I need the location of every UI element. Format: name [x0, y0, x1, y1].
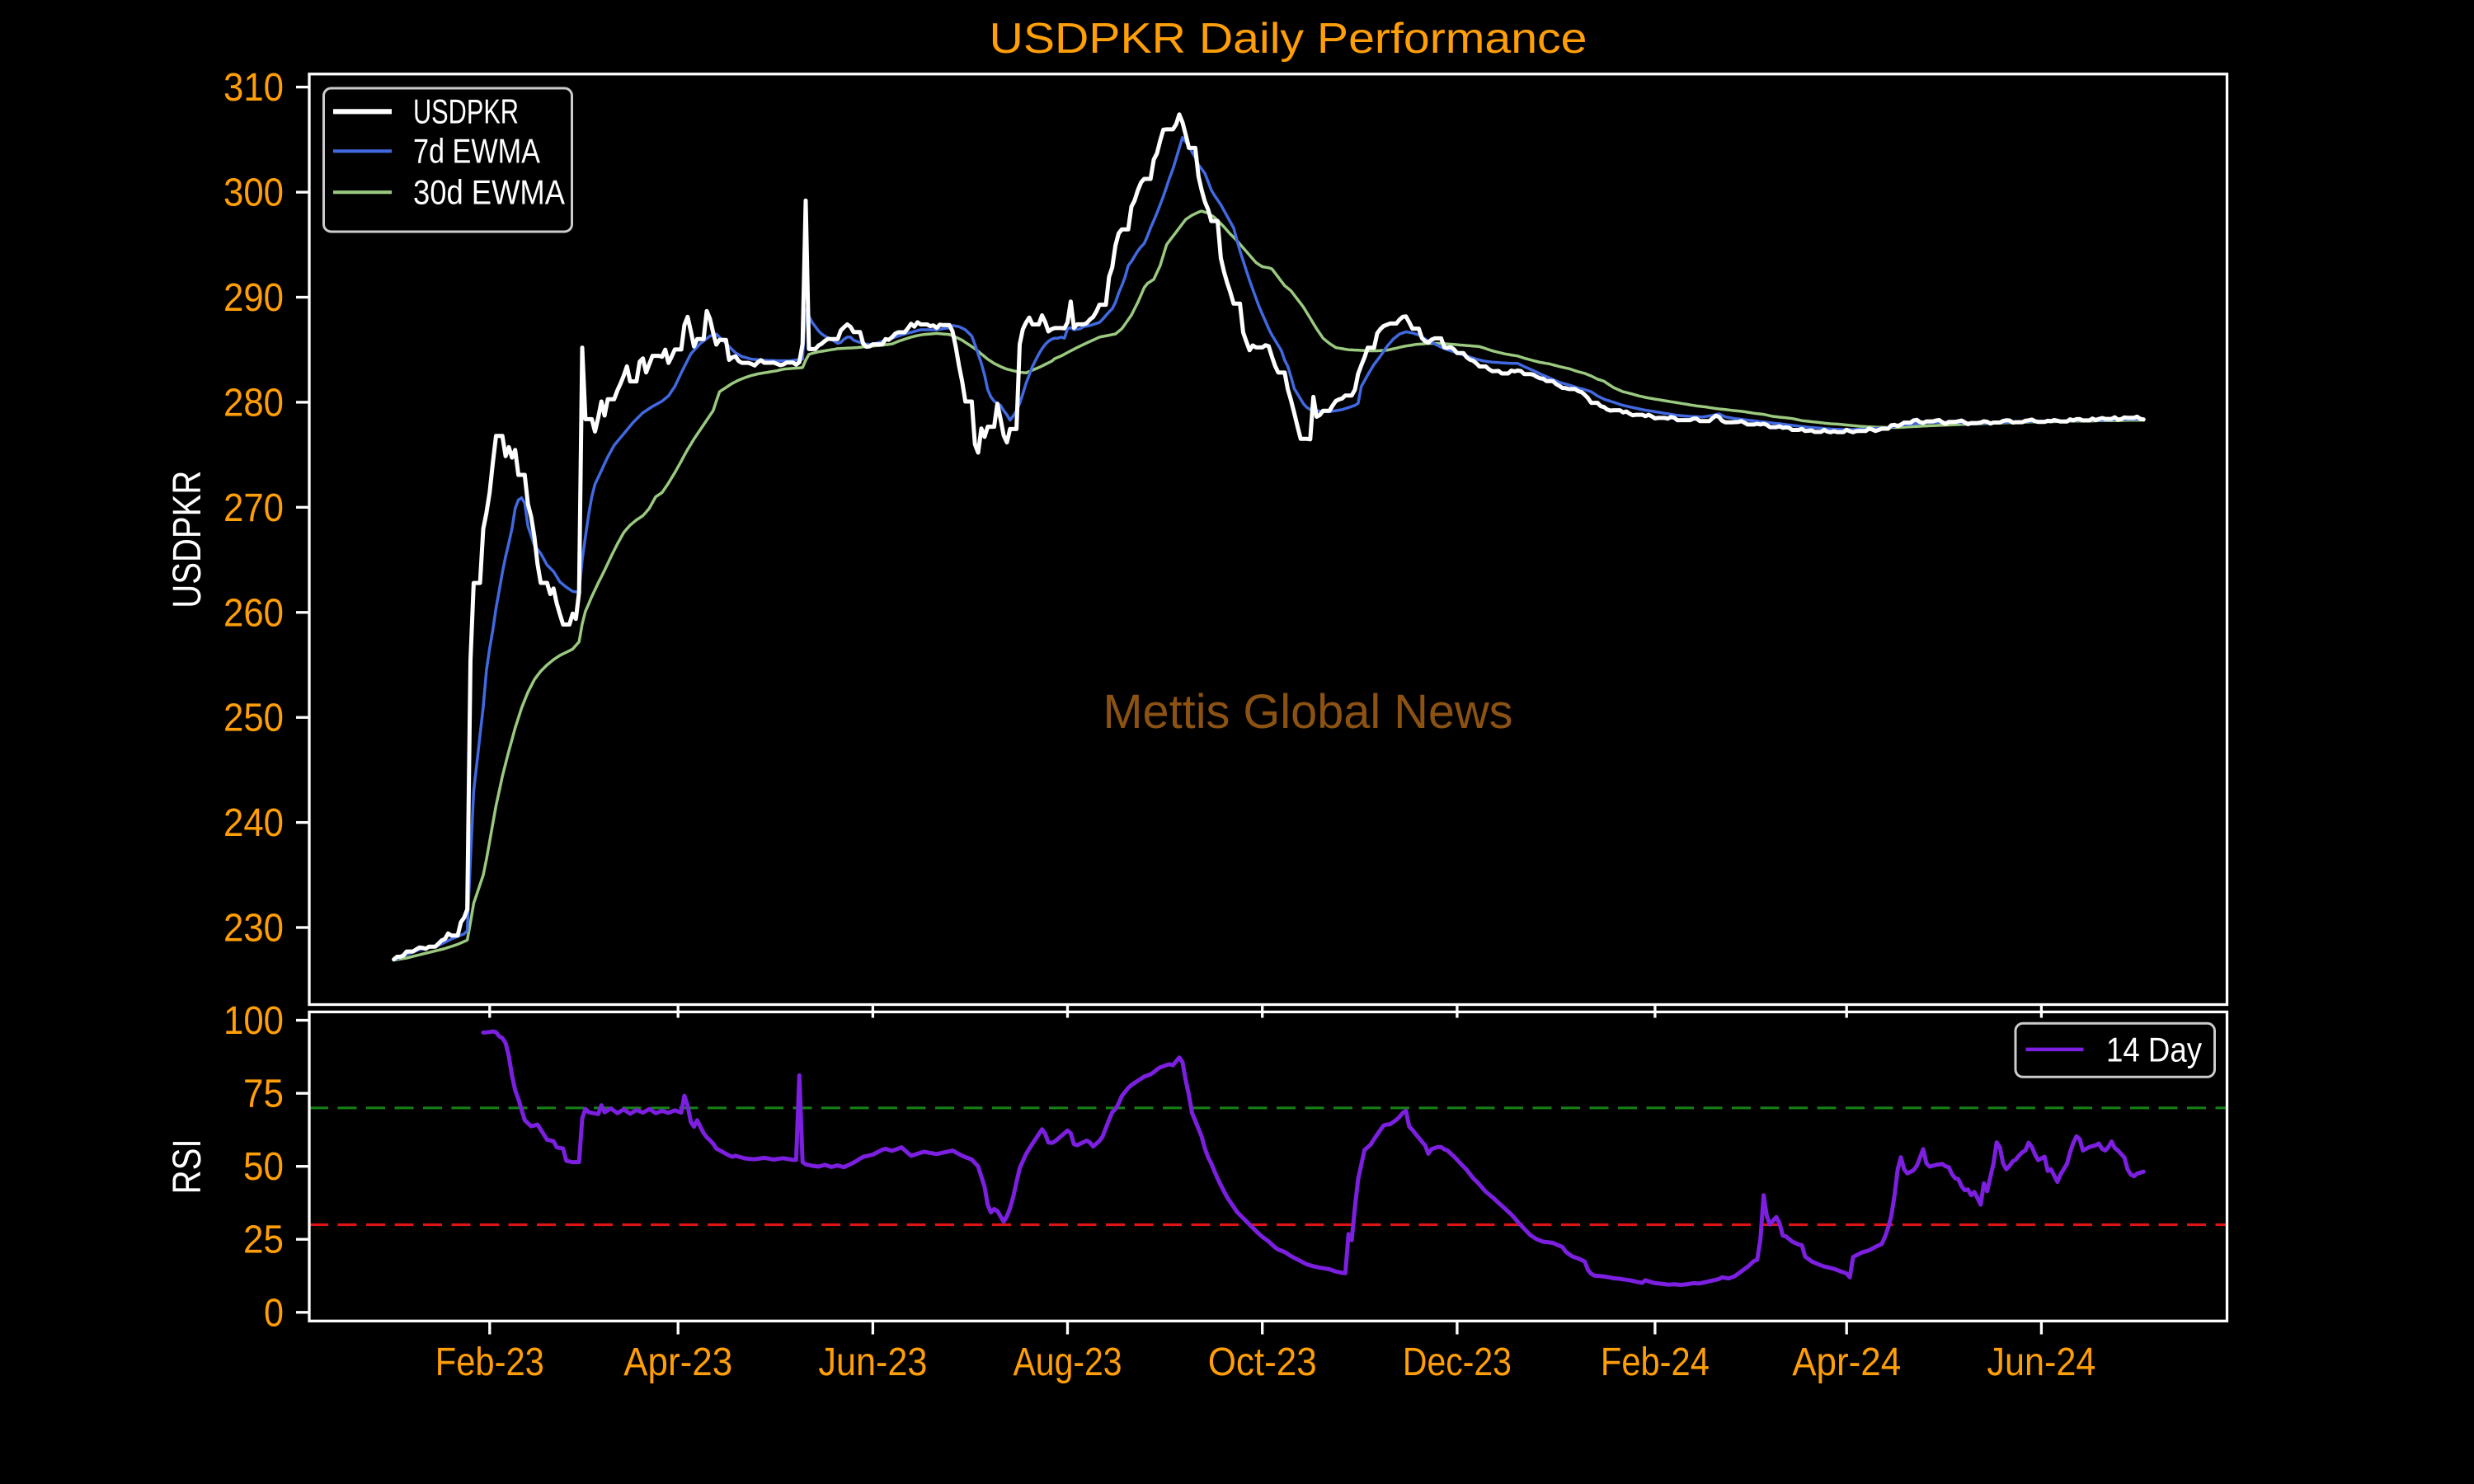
svg-text:7d EWMA: 7d EWMA	[413, 132, 540, 171]
svg-text:100: 100	[223, 999, 284, 1043]
svg-text:50: 50	[243, 1145, 284, 1189]
svg-text:Dec-23: Dec-23	[1403, 1341, 1512, 1384]
svg-text:USDPKR Daily Performance: USDPKR Daily Performance	[990, 15, 1587, 63]
svg-text:Oct-23: Oct-23	[1208, 1341, 1317, 1384]
svg-text:0: 0	[264, 1291, 284, 1335]
svg-text:USDPKR: USDPKR	[413, 92, 519, 131]
svg-text:300: 300	[223, 171, 284, 215]
svg-text:280: 280	[223, 381, 284, 425]
svg-text:Aug-23: Aug-23	[1014, 1341, 1122, 1384]
svg-text:250: 250	[223, 697, 284, 740]
svg-text:260: 260	[223, 591, 284, 635]
svg-text:Feb-23: Feb-23	[435, 1341, 544, 1384]
svg-text:14 Day: 14 Day	[2106, 1030, 2202, 1068]
svg-text:75: 75	[243, 1073, 284, 1116]
svg-text:270: 270	[223, 486, 284, 530]
svg-text:310: 310	[223, 66, 284, 110]
svg-text:Apr-24: Apr-24	[1792, 1341, 1901, 1384]
svg-text:Jun-24: Jun-24	[1987, 1341, 2095, 1384]
svg-text:25: 25	[243, 1219, 284, 1262]
svg-text:230: 230	[223, 907, 284, 951]
svg-text:Jun-23: Jun-23	[818, 1341, 927, 1384]
svg-text:Mettis Global News: Mettis Global News	[1103, 685, 1513, 739]
svg-text:RSI: RSI	[166, 1139, 209, 1194]
svg-text:240: 240	[223, 801, 284, 845]
svg-text:Apr-23: Apr-23	[623, 1341, 732, 1384]
svg-text:USDPKR: USDPKR	[166, 471, 209, 608]
svg-text:Feb-24: Feb-24	[1601, 1341, 1710, 1384]
svg-text:30d EWMA: 30d EWMA	[413, 173, 565, 212]
svg-text:290: 290	[223, 276, 284, 320]
